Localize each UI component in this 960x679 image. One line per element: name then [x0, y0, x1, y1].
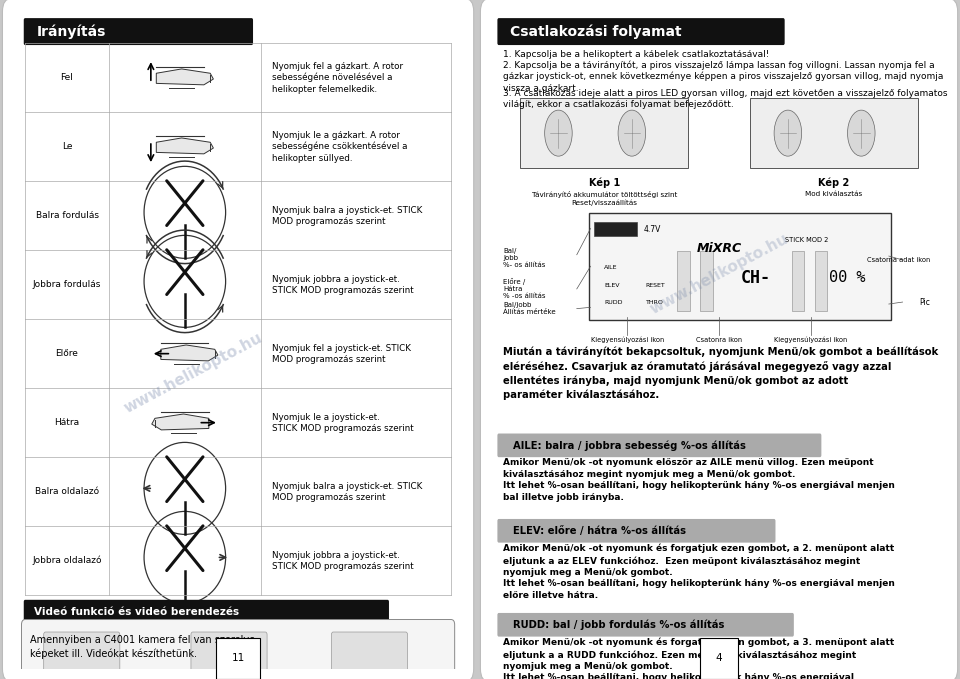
FancyBboxPatch shape	[520, 98, 688, 168]
FancyBboxPatch shape	[792, 251, 804, 311]
FancyBboxPatch shape	[480, 0, 958, 679]
FancyBboxPatch shape	[24, 18, 253, 45]
Text: Nyomjuk le a joystick-et.
STICK MOD programozás szerint: Nyomjuk le a joystick-et. STICK MOD prog…	[272, 413, 414, 433]
Text: RUDD: RUDD	[605, 300, 623, 306]
Text: Le: Le	[61, 142, 72, 151]
Text: ELEV: ELEV	[605, 283, 620, 288]
Text: Amennyiben a C4001 kamera fel van szerelve,
képeket ill. Videókat készíthetünk.: Amennyiben a C4001 kamera fel van szerel…	[30, 635, 258, 659]
Text: Mod kiválasztás: Mod kiválasztás	[805, 191, 862, 197]
Text: 4: 4	[716, 653, 722, 663]
Text: RESET: RESET	[646, 283, 665, 288]
Text: Kép 1: Kép 1	[588, 178, 620, 188]
FancyBboxPatch shape	[594, 222, 637, 236]
Text: 3. A csatlakozás ideje alatt a piros LED gyorsan villog, majd ezt követően a vis: 3. A csatlakozás ideje alatt a piros LED…	[503, 89, 948, 109]
Text: Amikor Menü/ok -ot nyomunk és forgatjuk ezen gombot, a 2. menüpont alatt
eljutun: Amikor Menü/ok -ot nyomunk és forgatjuk …	[503, 544, 896, 600]
FancyBboxPatch shape	[191, 632, 267, 674]
Text: THRO: THRO	[646, 300, 663, 306]
Text: Kiegyensúlyozási ikon: Kiegyensúlyozási ikon	[774, 337, 848, 344]
Text: Kiegyensúlyozási ikon: Kiegyensúlyozási ikon	[590, 337, 664, 344]
FancyBboxPatch shape	[497, 613, 794, 637]
Text: Balra oldalazó: Balra oldalazó	[35, 487, 99, 496]
FancyBboxPatch shape	[750, 98, 918, 168]
FancyBboxPatch shape	[588, 213, 891, 320]
Text: Videó funkció és videó berendezés: Videó funkció és videó berendezés	[35, 607, 239, 617]
FancyBboxPatch shape	[24, 600, 389, 625]
Text: Hátra: Hátra	[55, 418, 80, 427]
Text: www.helikopto.hu: www.helikopto.hu	[647, 232, 791, 317]
Text: Bal/
Jobb
%- os állítás: Bal/ Jobb %- os állítás	[503, 248, 545, 268]
Text: Jobbra fordulás: Jobbra fordulás	[33, 280, 101, 289]
FancyBboxPatch shape	[497, 18, 784, 45]
Text: CH-: CH-	[741, 269, 771, 287]
Text: ELEV: előre / hátra %-os állítás: ELEV: előre / hátra %-os állítás	[513, 526, 685, 536]
Text: Fel: Fel	[60, 73, 74, 82]
Text: Csatlakozási folyamat: Csatlakozási folyamat	[511, 24, 682, 39]
Text: Nyomjuk fel a gázkart. A rotor
sebességéne növelésével a
helikopter felemelkedik: Nyomjuk fel a gázkart. A rotor sebességé…	[272, 62, 403, 94]
Text: Nyomjuk le a gázkart. A rotor
sebességéne csökkentésével a
helikopter süllyed.: Nyomjuk le a gázkart. A rotor sebességén…	[272, 130, 408, 162]
Text: Előre /
Hátra
% -os állítás: Előre / Hátra % -os állítás	[503, 278, 546, 299]
Text: 00 %: 00 %	[829, 270, 866, 285]
Text: Csatorna adat ikon: Csatorna adat ikon	[867, 257, 930, 263]
Polygon shape	[156, 69, 213, 85]
FancyBboxPatch shape	[44, 632, 120, 674]
FancyBboxPatch shape	[497, 433, 822, 457]
Text: Nyomjuk balra a joystick-et. STICK
MOD programozás szerint: Nyomjuk balra a joystick-et. STICK MOD p…	[272, 481, 422, 502]
Text: RUDD: bal / jobb fordulás %-os állítás: RUDD: bal / jobb fordulás %-os állítás	[513, 619, 724, 630]
Ellipse shape	[618, 110, 646, 156]
Ellipse shape	[774, 110, 802, 156]
FancyBboxPatch shape	[700, 251, 712, 311]
Text: Balra fordulás: Balra fordulás	[36, 211, 99, 220]
Text: Csatonra ikon: Csatonra ikon	[696, 337, 742, 343]
FancyBboxPatch shape	[678, 251, 689, 311]
Text: Távirányító akkumulátor töltöttségi szint
Reset/visszaállítás: Távirányító akkumulátor töltöttségi szin…	[532, 191, 677, 206]
Text: Előre: Előre	[56, 349, 79, 358]
Text: Nyomjuk jobbra a joystick-et.
STICK MOD programozás szerint: Nyomjuk jobbra a joystick-et. STICK MOD …	[272, 274, 414, 295]
FancyBboxPatch shape	[21, 619, 455, 679]
Ellipse shape	[848, 110, 876, 156]
Text: Nyomjuk fel a joystick-et. STICK
MOD programozás szerint: Nyomjuk fel a joystick-et. STICK MOD pro…	[272, 344, 411, 364]
Text: AILE: AILE	[605, 265, 618, 270]
Text: Nyomjuk balra a joystick-et. STICK
MOD programozás szerint: Nyomjuk balra a joystick-et. STICK MOD p…	[272, 206, 422, 225]
FancyBboxPatch shape	[331, 632, 408, 674]
Polygon shape	[152, 414, 209, 430]
FancyBboxPatch shape	[497, 519, 776, 543]
Polygon shape	[156, 138, 213, 154]
Text: Amikor Menü/ok -ot nyomunk először az AILE menü villog. Ezen meüpont
kiválasztás: Amikor Menü/ok -ot nyomunk először az AI…	[503, 458, 896, 502]
Text: 2. Kapcsolja be a távirányítót, a piros visszajelző lámpa lassan fog villogni. L: 2. Kapcsolja be a távirányítót, a piros …	[503, 60, 944, 92]
Text: Bal/jobb
Állítás mértéke: Bal/jobb Állítás mértéke	[503, 302, 556, 316]
Text: STICK MOD 2: STICK MOD 2	[784, 237, 828, 243]
FancyBboxPatch shape	[815, 251, 828, 311]
Text: AILE: balra / jobbra sebesség %-os állítás: AILE: balra / jobbra sebesség %-os állít…	[513, 440, 745, 451]
Text: Miután a távirányítót bekapcsoltuk, nyomjunk Menü/ok gombot a beállítások
elérés: Miután a távirányítót bekapcsoltuk, nyom…	[503, 347, 939, 400]
Ellipse shape	[544, 110, 572, 156]
Text: Jobbra oldalazó: Jobbra oldalazó	[33, 556, 102, 566]
FancyBboxPatch shape	[3, 0, 473, 679]
Text: Amikor Menü/ok -ot nyomunk és forgatjuk ezen gombot, a 3. menüpont alatt
eljutun: Amikor Menü/ok -ot nyomunk és forgatjuk …	[503, 638, 895, 679]
Text: 11: 11	[231, 653, 245, 663]
Polygon shape	[161, 345, 218, 361]
Text: MiXRC: MiXRC	[696, 242, 742, 255]
Text: www.helikopto.hu: www.helikopto.hu	[121, 330, 265, 416]
Text: Nyomjuk jobbra a joystick-et.
STICK MOD programozás szerint: Nyomjuk jobbra a joystick-et. STICK MOD …	[272, 551, 414, 571]
Text: Kép 2: Kép 2	[818, 178, 850, 188]
Text: 1. Kapcsolja be a helikoptert a kábelek csatlakoztatásával!: 1. Kapcsolja be a helikoptert a kábelek …	[503, 50, 770, 58]
Text: 4.7V: 4.7V	[643, 225, 660, 234]
Text: Irányítás: Irányítás	[36, 24, 106, 39]
Text: Pic: Pic	[920, 297, 930, 306]
